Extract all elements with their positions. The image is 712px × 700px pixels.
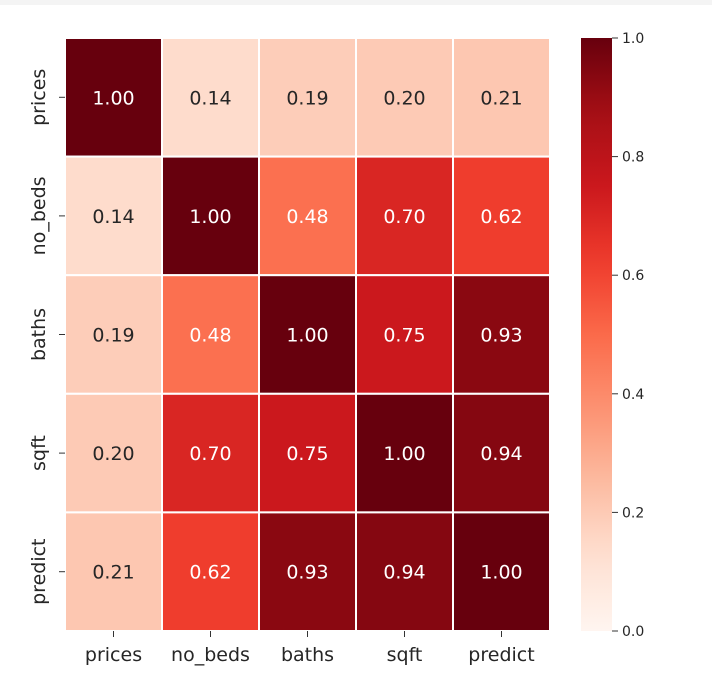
heatmap-cell-no_beds-predict	[452, 155, 551, 277]
cell-value-label: 0.70	[189, 443, 231, 465]
cell-value-label: 1.00	[92, 87, 134, 109]
cell-value-label: 0.70	[383, 206, 425, 228]
cell-value-label: 0.75	[383, 325, 425, 347]
cell-value-label: 0.62	[480, 206, 522, 228]
heatmap-cell-baths-baths	[258, 274, 357, 395]
heatmap-cell-predict-prices	[64, 511, 163, 633]
cell-value-label: 0.93	[286, 562, 328, 584]
cell-value-label: 1.00	[480, 562, 522, 584]
cell-value-label: 0.14	[189, 87, 231, 109]
cell-value-label: 0.19	[92, 325, 134, 347]
cell-value-label: 0.21	[480, 87, 522, 109]
colorbar-tick-label: 0.4	[622, 387, 644, 403]
colorbar	[581, 38, 612, 631]
heatmap-cell-prices-no_beds	[161, 37, 260, 158]
y-tick-label: prices	[28, 69, 50, 126]
colorbar-tick-label: 0.2	[622, 505, 644, 521]
cell-value-label: 1.00	[189, 206, 231, 228]
cell-value-label: 0.48	[189, 325, 231, 347]
colorbar-tick-label: 0.6	[622, 268, 644, 284]
heatmap-cell-sqft-no_beds	[161, 392, 260, 514]
cell-value-label: 0.94	[480, 443, 522, 465]
page-top-strip	[0, 0, 712, 5]
y-tick-label: baths	[28, 308, 50, 361]
cell-value-label: 0.93	[480, 325, 522, 347]
x-tick-label: baths	[281, 644, 334, 666]
y-tick-label: predict	[28, 539, 50, 605]
x-tick-label: prices	[85, 644, 142, 666]
heatmap-cell-no_beds-baths	[258, 155, 357, 277]
cell-value-label: 1.00	[286, 325, 328, 347]
heatmap-cell-sqft-sqft	[355, 392, 454, 514]
cell-value-label: 0.21	[92, 562, 134, 584]
heatmap-cell-sqft-baths	[258, 392, 357, 514]
x-tick-label: no_beds	[171, 644, 250, 666]
heatmap-cell-predict-sqft	[355, 511, 454, 633]
cell-value-label: 0.62	[189, 562, 231, 584]
heatmap-cell-sqft-predict	[452, 392, 551, 514]
cell-value-label: 0.14	[92, 206, 134, 228]
y-tick-label: no_beds	[28, 176, 50, 255]
cell-value-label: 0.94	[383, 562, 425, 584]
cell-value-label: 0.75	[286, 443, 328, 465]
heatmap-cell-no_beds-sqft	[355, 155, 454, 277]
cell-value-label: 1.00	[383, 443, 425, 465]
cell-value-label: 0.20	[383, 87, 425, 109]
x-tick-label: sqft	[387, 644, 423, 666]
y-tick-label: sqft	[28, 435, 50, 471]
cell-value-label: 0.20	[92, 443, 134, 465]
x-tick-label: predict	[468, 644, 534, 666]
colorbar-tick-label: 1.0	[622, 31, 644, 47]
cell-value-label: 0.48	[286, 206, 328, 228]
heatmap-cell-predict-baths	[258, 511, 357, 633]
cell-value-label: 0.19	[286, 87, 328, 109]
colorbar-tick-label: 0.8	[622, 150, 644, 166]
heatmap-cell-baths-predict	[452, 274, 551, 395]
colorbar-tick-label: 0.0	[622, 624, 644, 640]
